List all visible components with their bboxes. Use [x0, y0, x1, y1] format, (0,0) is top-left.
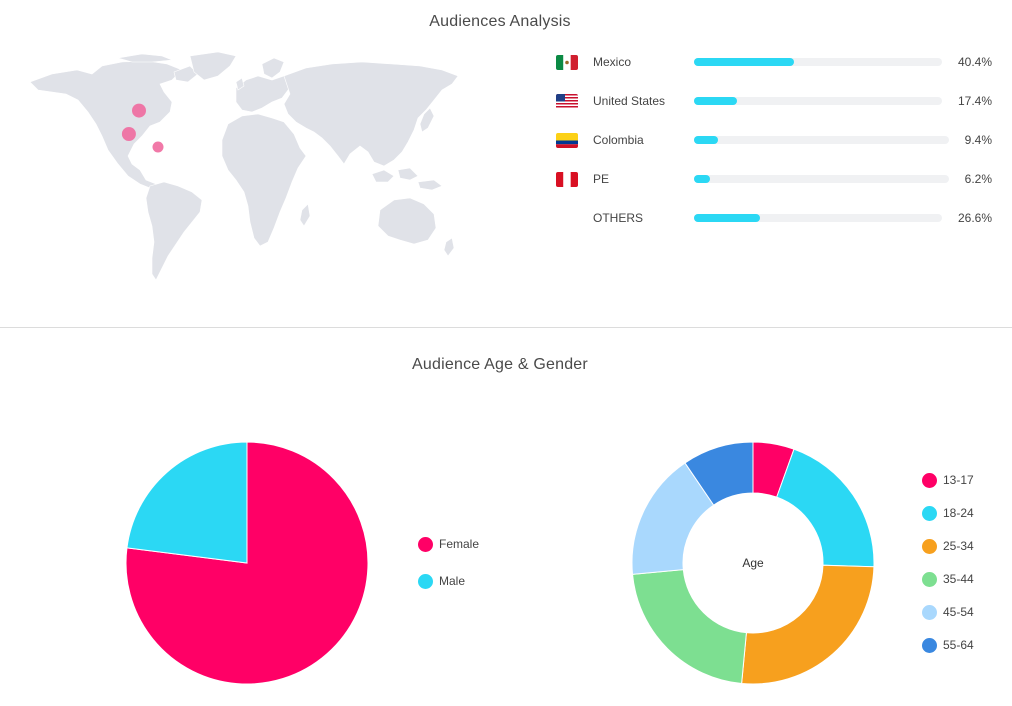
- map-marker-united-states[interactable]: [132, 103, 146, 118]
- audiences-analysis-title: Audiences Analysis: [429, 13, 571, 30]
- legend-dot: [922, 473, 937, 488]
- legend-dot: [418, 537, 433, 552]
- world-map[interactable]: [22, 52, 462, 284]
- legend-label: 55-64: [943, 638, 974, 652]
- legend-dot: [922, 506, 937, 521]
- legend-label: 25-34: [943, 539, 974, 553]
- peru-flag-icon: [556, 172, 578, 187]
- country-bar-track: [694, 136, 949, 144]
- country-bar-fill: [694, 58, 795, 66]
- age-slice-35-44[interactable]: [631, 569, 747, 685]
- country-row-pe[interactable]: PE 6.2%: [554, 169, 1004, 191]
- legend-label: 45-54: [943, 605, 974, 619]
- legend-label: Female: [439, 537, 480, 551]
- legend-dot: [922, 605, 937, 620]
- country-bar-track: [694, 58, 942, 66]
- donut-center-label: Age: [742, 556, 764, 570]
- country-row-united-states[interactable]: United States 17.4%: [554, 91, 1004, 113]
- gender-pie-chart: [125, 441, 369, 685]
- country-percent: 9.4%: [964, 133, 992, 147]
- audience-age-gender-title: Audience Age & Gender: [412, 356, 588, 373]
- country-percent: 17.4%: [957, 94, 992, 108]
- gender-slice-male[interactable]: [126, 441, 248, 564]
- country-row-others[interactable]: OTHERS 26.6%: [554, 208, 1004, 230]
- legend-dot: [418, 574, 433, 589]
- mexico-flag-icon: [556, 55, 578, 70]
- age-donut-chart: Age: [631, 441, 875, 685]
- map-markers: [121, 103, 164, 153]
- country-name: Colombia: [593, 133, 644, 147]
- country-name: OTHERS: [593, 211, 644, 225]
- colombia-flag-icon: [556, 133, 578, 148]
- country-name: United States: [593, 94, 666, 108]
- age-slice-55-64[interactable]: [684, 441, 754, 506]
- country-bar-track: [694, 97, 942, 105]
- country-bar-track: [694, 214, 942, 222]
- legend-label: 18-24: [943, 506, 974, 520]
- legend-dot: [922, 638, 937, 653]
- legend-dot: [922, 539, 937, 554]
- country-percent: 40.4%: [957, 55, 992, 69]
- country-row-mexico[interactable]: Mexico 40.4%: [554, 52, 1004, 74]
- legend-label: Male: [439, 574, 466, 588]
- country-name: Mexico: [593, 55, 632, 69]
- map-marker-colombia[interactable]: [152, 141, 164, 153]
- country-percent: 6.2%: [964, 172, 992, 186]
- map-marker-mexico[interactable]: [121, 127, 136, 141]
- country-bar-fill: [694, 175, 710, 183]
- country-percent: 26.6%: [957, 211, 992, 225]
- country-row-colombia[interactable]: Colombia 9.4%: [554, 130, 1004, 152]
- age-slice-18-24[interactable]: [776, 448, 875, 568]
- legend-label: 35-44: [943, 572, 974, 586]
- country-bar-fill: [694, 214, 760, 222]
- world-map-land: [29, 52, 459, 281]
- country-bar-fill: [694, 136, 718, 144]
- age-slice-25-34[interactable]: [741, 564, 875, 685]
- legend-dot: [922, 572, 937, 587]
- usa-flag-icon: [556, 94, 578, 109]
- legend-label: 13-17: [943, 473, 974, 487]
- section-divider: [0, 327, 1012, 328]
- country-bar-track: [694, 175, 949, 183]
- country-name: PE: [593, 172, 610, 186]
- country-bar-fill: [694, 97, 738, 105]
